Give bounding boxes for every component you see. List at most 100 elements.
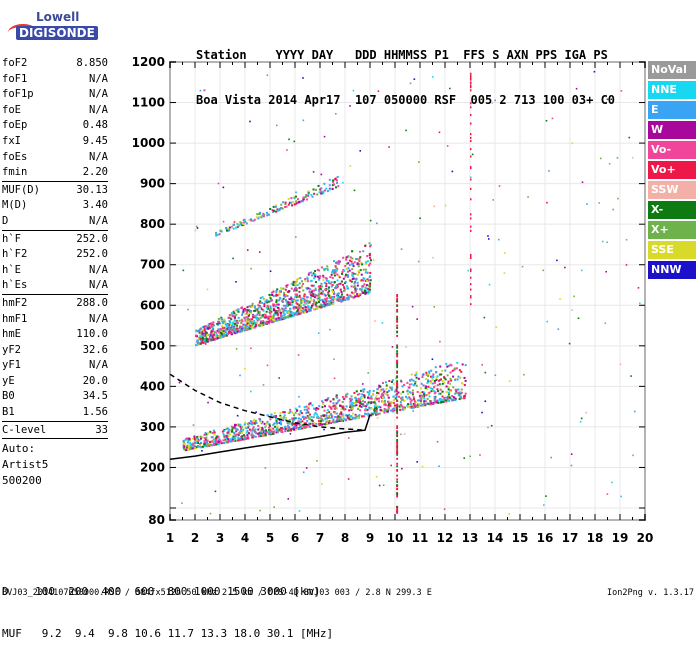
echo-point (440, 398, 443, 401)
echo-point (424, 400, 427, 403)
echo-point (350, 415, 353, 418)
echo-point (350, 291, 353, 294)
echo-point (261, 428, 264, 431)
echo-point (246, 311, 249, 314)
echo-point (286, 310, 289, 313)
echo-point (365, 271, 368, 274)
echo-point (302, 198, 305, 201)
echo-point (196, 445, 199, 448)
echo-point (362, 291, 365, 294)
echo-point (277, 316, 280, 319)
echo-point (454, 388, 457, 391)
echo-point (336, 279, 339, 282)
param-name: foEp (2, 119, 28, 132)
echo-point (373, 412, 376, 415)
param-row: foEp 0.48 (2, 118, 108, 134)
echo-point (357, 265, 360, 268)
noise-point (580, 269, 583, 272)
echo-point (324, 277, 327, 280)
echo-point (355, 399, 358, 402)
echo-point (219, 334, 222, 337)
noise-point (467, 269, 469, 272)
echo-point (270, 413, 273, 416)
echo-point (232, 312, 235, 315)
x-tick-label: 8 (341, 531, 349, 545)
echo-point (327, 287, 330, 290)
noise-point (487, 235, 489, 237)
echo-point (385, 388, 388, 391)
echo-point (352, 265, 355, 268)
echo-point (261, 426, 264, 429)
echo-point (455, 389, 458, 392)
legend-item-noval: NoVal (648, 61, 696, 79)
echo-point (303, 303, 306, 306)
echo-point (221, 430, 224, 433)
echo-point (388, 389, 391, 392)
echo-point (237, 328, 240, 331)
echo-point (272, 290, 275, 293)
noise-point (376, 417, 379, 419)
echo-point (350, 402, 353, 405)
noise-point (431, 358, 434, 361)
echo-point (392, 382, 395, 385)
noise-point (286, 149, 288, 151)
echo-point (192, 445, 195, 448)
echo-point (243, 323, 246, 326)
param-value: 0.48 (82, 119, 108, 132)
echo-point (247, 425, 250, 428)
noise-point (207, 401, 209, 404)
echo-point (310, 291, 313, 294)
echo-point (319, 299, 322, 302)
interference-point (470, 74, 472, 77)
echo-point (197, 439, 200, 442)
noise-point (222, 186, 225, 189)
echo-point (403, 406, 406, 409)
echo-point (214, 337, 217, 340)
echo-point (351, 274, 354, 277)
echo-point (304, 195, 307, 198)
noise-point (367, 372, 370, 374)
echo-point (208, 322, 211, 325)
echo-point (354, 414, 357, 417)
x-tick-label: 6 (291, 531, 299, 545)
echo-point (346, 416, 349, 419)
echo-point (259, 435, 262, 438)
echo-point (292, 305, 295, 308)
echo-point (391, 380, 394, 383)
echo-point (346, 287, 349, 290)
echo-point (411, 391, 414, 394)
noise-point (490, 424, 493, 427)
echo-point (203, 440, 206, 443)
echo-point (334, 177, 337, 180)
echo-point (296, 303, 299, 306)
echo-point (232, 326, 235, 329)
echo-point (315, 305, 318, 308)
echo-point (317, 285, 320, 288)
echo-point (337, 283, 340, 286)
echo-point (297, 310, 300, 313)
echo-point (390, 409, 393, 412)
echo-point (219, 229, 222, 232)
noise-point (487, 238, 490, 240)
echo-point (423, 393, 426, 396)
echo-point (414, 380, 417, 383)
echo-point (362, 279, 365, 282)
echo-point (360, 261, 363, 264)
echo-point (289, 307, 292, 310)
echo-point (349, 294, 352, 297)
echo-point (251, 314, 254, 317)
echo-point (266, 306, 269, 309)
echo-point (375, 394, 378, 397)
echo-point (258, 301, 261, 304)
noise-point (381, 322, 384, 324)
echo-point (399, 401, 402, 404)
echo-point (336, 292, 339, 295)
echo-point (243, 316, 246, 319)
echo-point (265, 429, 268, 432)
echo-point (276, 309, 279, 312)
interference-point (470, 86, 472, 89)
echo-point (434, 391, 437, 394)
echo-point (227, 328, 230, 331)
echo-point (279, 314, 282, 317)
echo-point (349, 279, 352, 282)
